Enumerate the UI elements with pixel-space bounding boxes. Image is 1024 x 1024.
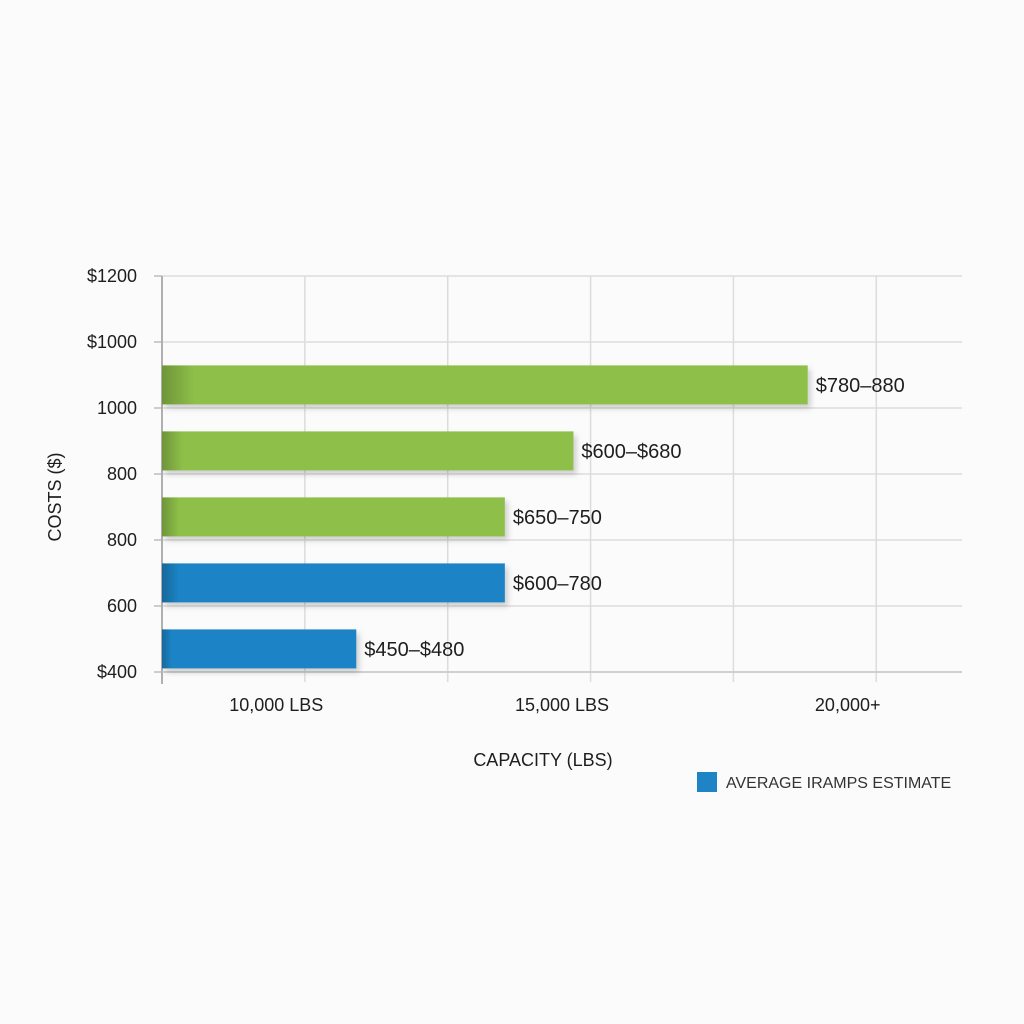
axes (154, 275, 962, 684)
bar-value-label: $650–750 (513, 507, 602, 529)
legend: AVERAGE IRAMPS ESTIMATE (697, 772, 951, 792)
legend-swatch (697, 772, 717, 792)
x-tick-label: 15,000 LBS (515, 695, 609, 715)
bar-shade (162, 431, 574, 471)
bar-shade (162, 563, 505, 603)
x-axis-title: CAPACITY (LBS) (473, 750, 612, 770)
bar-value-label: $450–$480 (364, 639, 464, 661)
y-tick-label: 1000 (97, 398, 137, 418)
y-tick-label: 600 (107, 596, 137, 616)
bar-value-label: $780–880 (816, 375, 905, 397)
y-axis-title: COSTS ($) (45, 452, 65, 541)
y-tick-label: $1200 (87, 266, 137, 286)
x-tick-label: 20,000+ (815, 695, 881, 715)
gridlines (162, 275, 962, 682)
bar-value-label: $600–780 (513, 573, 602, 595)
bar-shade (162, 365, 808, 405)
y-tick-label: $1000 (87, 332, 137, 352)
y-tick-label: $400 (97, 662, 137, 682)
legend-label: AVERAGE IRAMPS ESTIMATE (726, 775, 951, 792)
bars: $780–880 $600–$680 $650–750 $600–780 $450–$4… (162, 365, 905, 669)
y-tick-label: 800 (107, 530, 137, 550)
bar-value-label: $600–$680 (581, 441, 681, 463)
bar-shade (162, 629, 357, 669)
y-tick-label: 800 (107, 464, 137, 484)
x-tick-label: 10,000 LBS (229, 695, 323, 715)
tick-labels: $1200 $1000 1000 800 800 600 $400 10,000 LBS 15,… (87, 266, 881, 715)
bar-shade (162, 497, 505, 537)
